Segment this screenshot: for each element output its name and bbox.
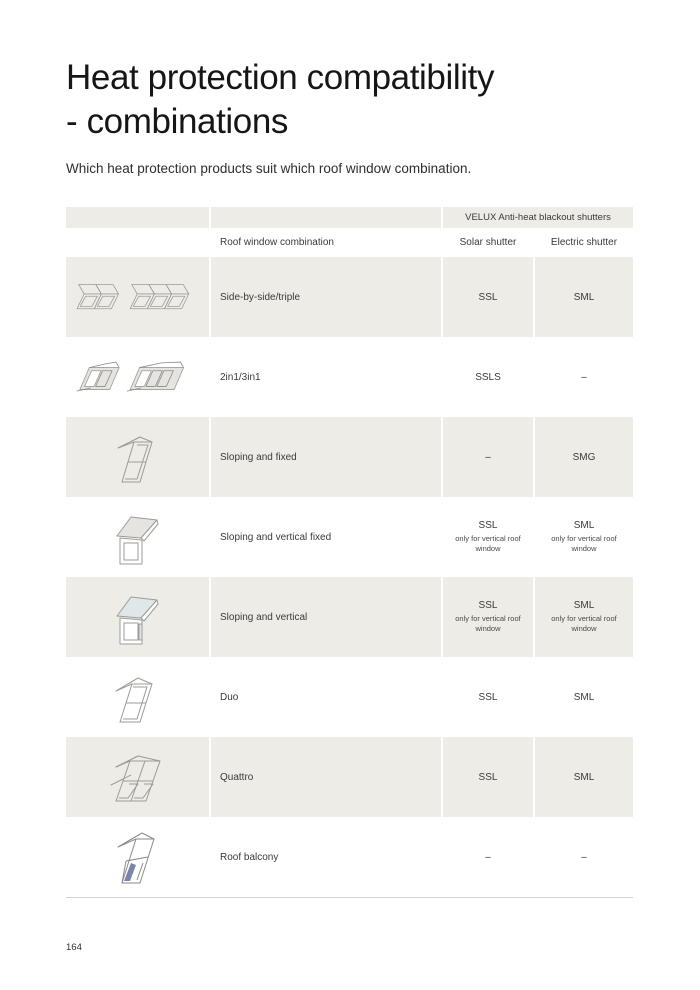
- duo-icon: [115, 677, 152, 723]
- column-header-electric-shutter: Electric shutter: [550, 237, 618, 248]
- electric-value: SML: [573, 599, 595, 611]
- row-icon-cell: [66, 497, 209, 577]
- solar-value: –: [485, 851, 491, 863]
- electric-value-cell: –: [535, 337, 633, 417]
- solar-note: only for vertical roof window: [455, 613, 521, 634]
- solar-value: SSL: [478, 599, 498, 611]
- solar-value: SSL: [478, 291, 498, 303]
- row-label: Sloping and fixed: [211, 417, 441, 497]
- page-title: Heat protection compatibility - combinat…: [66, 56, 646, 144]
- quattro-icon: [110, 755, 160, 802]
- table-row: Duo SSL SML: [66, 657, 633, 737]
- electric-value-cell: SML only for vertical roof window: [535, 577, 633, 657]
- electric-value: SML: [573, 771, 595, 783]
- electric-note: only for vertical roof window: [551, 533, 617, 554]
- group-header-spacer-icon-col: [66, 207, 209, 228]
- table-row: Sloping and vertical fixed SSL only for …: [66, 497, 633, 577]
- table-row: Side-by-side/triple SSL SML: [66, 257, 633, 337]
- row-label: Duo: [220, 691, 239, 703]
- row-label: Sloping and vertical fixed: [220, 531, 332, 543]
- electric-value-cell: SML: [535, 737, 633, 817]
- electric-value: SMG: [572, 451, 596, 463]
- table-row: Sloping and fixed – SMG: [66, 417, 633, 497]
- table-row: Roof balcony – –: [66, 817, 633, 897]
- page-title-line1: Heat protection compatibility: [66, 58, 495, 97]
- solar-value: –: [485, 451, 491, 463]
- electric-value: SML: [573, 291, 595, 303]
- row-label: 2in1/3in1: [220, 371, 261, 383]
- solar-value: SSLS: [475, 371, 501, 383]
- solar-value: SSL: [478, 771, 498, 783]
- electric-value-cell: SMG: [535, 417, 633, 497]
- electric-value: SML: [573, 519, 595, 531]
- solar-value-cell: SSLS: [443, 337, 533, 417]
- solar-value: SSL: [478, 519, 498, 531]
- compatibility-table: VELUX Anti-heat blackout shutters Roof w…: [66, 207, 633, 897]
- row-icon-cell: [66, 337, 209, 417]
- row-icon-cell: [66, 817, 209, 897]
- page-subtitle: Which heat protection products suit whic…: [66, 161, 472, 176]
- row-icon-cell: [66, 657, 209, 737]
- table-row: Quattro SSL SML: [66, 737, 633, 817]
- solar-value-cell: SSL: [443, 657, 533, 737]
- electric-value-cell: SML: [535, 657, 633, 737]
- group-header-label: VELUX Anti-heat blackout shutters: [443, 207, 633, 228]
- electric-value-cell: SML only for vertical roof window: [535, 497, 633, 577]
- electric-value-cell: –: [535, 817, 633, 897]
- electric-note: only for vertical roof window: [551, 613, 617, 634]
- row-icon-cell: [66, 417, 209, 497]
- table-row: 2in1/3in1 SSLS –: [66, 337, 633, 417]
- table-bottom-rule: [66, 897, 633, 898]
- solar-value-cell: SSL only for vertical roof window: [443, 497, 533, 577]
- row-icon-cell: [66, 737, 209, 817]
- row-icon-cell: [66, 257, 209, 337]
- solar-value-cell: –: [443, 417, 533, 497]
- row-icon-cell: [66, 577, 209, 657]
- sloping-and-vertical-icon: [116, 596, 158, 645]
- group-header-spacer-combo-col: [211, 207, 441, 228]
- electric-value: –: [581, 371, 587, 383]
- page-title-line2: - combinations: [66, 102, 289, 141]
- column-header-combination: Roof window combination: [220, 237, 334, 248]
- sloping-and-fixed-icon: [117, 436, 152, 483]
- roof-balcony-icon: [117, 832, 154, 884]
- table-group-header-row: VELUX Anti-heat blackout shutters: [66, 207, 633, 228]
- table-row: Sloping and vertical SSL only for vertic…: [66, 577, 633, 657]
- electric-value: SML: [573, 691, 595, 703]
- sloping-and-vertical-fixed-icon: [116, 516, 158, 565]
- column-header-icon-spacer: [66, 228, 209, 257]
- row-label: Sloping and vertical: [211, 577, 441, 657]
- solar-note: only for vertical roof window: [455, 533, 521, 554]
- solar-value-cell: –: [443, 817, 533, 897]
- solar-value-cell: SSL: [443, 257, 533, 337]
- row-label: Side-by-side/triple: [211, 257, 441, 337]
- electric-value-cell: SML: [535, 257, 633, 337]
- solar-value: SSL: [478, 691, 498, 703]
- solar-value-cell: SSL: [443, 737, 533, 817]
- page-number: 164: [66, 942, 82, 953]
- column-header-solar-shutter: Solar shutter: [459, 237, 517, 248]
- table-column-header-row: Roof window combination Solar shutter El…: [66, 228, 633, 257]
- row-label: Quattro: [211, 737, 441, 817]
- side-by-side-triple-icon: [76, 284, 189, 310]
- 2in1-3in1-icon: [76, 361, 184, 392]
- solar-value-cell: SSL only for vertical roof window: [443, 577, 533, 657]
- row-label: Roof balcony: [220, 851, 279, 863]
- electric-value: –: [581, 851, 587, 863]
